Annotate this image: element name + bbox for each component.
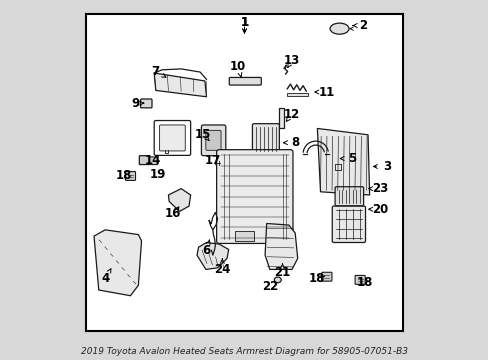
Polygon shape bbox=[154, 73, 206, 97]
Text: 12: 12 bbox=[284, 108, 300, 121]
Text: 1: 1 bbox=[240, 16, 248, 29]
FancyBboxPatch shape bbox=[354, 275, 365, 284]
FancyBboxPatch shape bbox=[159, 125, 185, 151]
Text: 16: 16 bbox=[164, 207, 181, 220]
Text: 22: 22 bbox=[261, 280, 277, 293]
Bar bbox=[286, 93, 307, 96]
Text: 13: 13 bbox=[284, 54, 300, 67]
FancyBboxPatch shape bbox=[216, 150, 292, 243]
Text: 21: 21 bbox=[274, 266, 290, 279]
FancyBboxPatch shape bbox=[205, 130, 221, 150]
Text: 20: 20 bbox=[372, 203, 388, 216]
FancyBboxPatch shape bbox=[229, 77, 261, 85]
Text: 7: 7 bbox=[151, 65, 160, 78]
Text: 5: 5 bbox=[347, 152, 356, 165]
Bar bbox=[334, 164, 341, 170]
Polygon shape bbox=[197, 243, 228, 269]
FancyBboxPatch shape bbox=[331, 206, 365, 243]
Text: 19: 19 bbox=[149, 168, 165, 181]
FancyBboxPatch shape bbox=[201, 125, 225, 156]
Text: 2: 2 bbox=[359, 19, 366, 32]
Text: 18: 18 bbox=[356, 276, 372, 289]
Text: 24: 24 bbox=[214, 263, 230, 276]
Text: 18: 18 bbox=[308, 273, 325, 285]
Ellipse shape bbox=[274, 277, 281, 283]
Text: 11: 11 bbox=[318, 86, 334, 99]
FancyBboxPatch shape bbox=[252, 124, 279, 154]
Text: 18: 18 bbox=[116, 170, 132, 183]
Text: 9: 9 bbox=[131, 96, 139, 109]
Text: 2019 Toyota Avalon Heated Seats Armrest Diagram for 58905-07051-B3: 2019 Toyota Avalon Heated Seats Armrest … bbox=[81, 346, 407, 356]
Polygon shape bbox=[317, 129, 369, 195]
Text: 10: 10 bbox=[229, 60, 246, 73]
Text: 4: 4 bbox=[101, 273, 109, 285]
Text: 17: 17 bbox=[204, 154, 221, 167]
Text: 15: 15 bbox=[195, 128, 211, 141]
FancyBboxPatch shape bbox=[321, 272, 331, 281]
FancyBboxPatch shape bbox=[334, 187, 363, 206]
Text: 8: 8 bbox=[290, 136, 299, 149]
Polygon shape bbox=[168, 189, 190, 211]
Polygon shape bbox=[264, 224, 297, 269]
Bar bbox=[235, 231, 253, 241]
Ellipse shape bbox=[329, 23, 348, 34]
Text: 23: 23 bbox=[372, 182, 388, 195]
Text: 14: 14 bbox=[144, 154, 161, 167]
Text: 6: 6 bbox=[202, 244, 210, 257]
FancyBboxPatch shape bbox=[141, 99, 152, 108]
FancyBboxPatch shape bbox=[139, 156, 149, 165]
Polygon shape bbox=[94, 230, 141, 296]
Bar bbox=[278, 108, 284, 129]
FancyBboxPatch shape bbox=[125, 171, 135, 180]
FancyBboxPatch shape bbox=[149, 157, 157, 165]
Text: 3: 3 bbox=[382, 160, 390, 173]
Text: 1: 1 bbox=[240, 16, 248, 29]
